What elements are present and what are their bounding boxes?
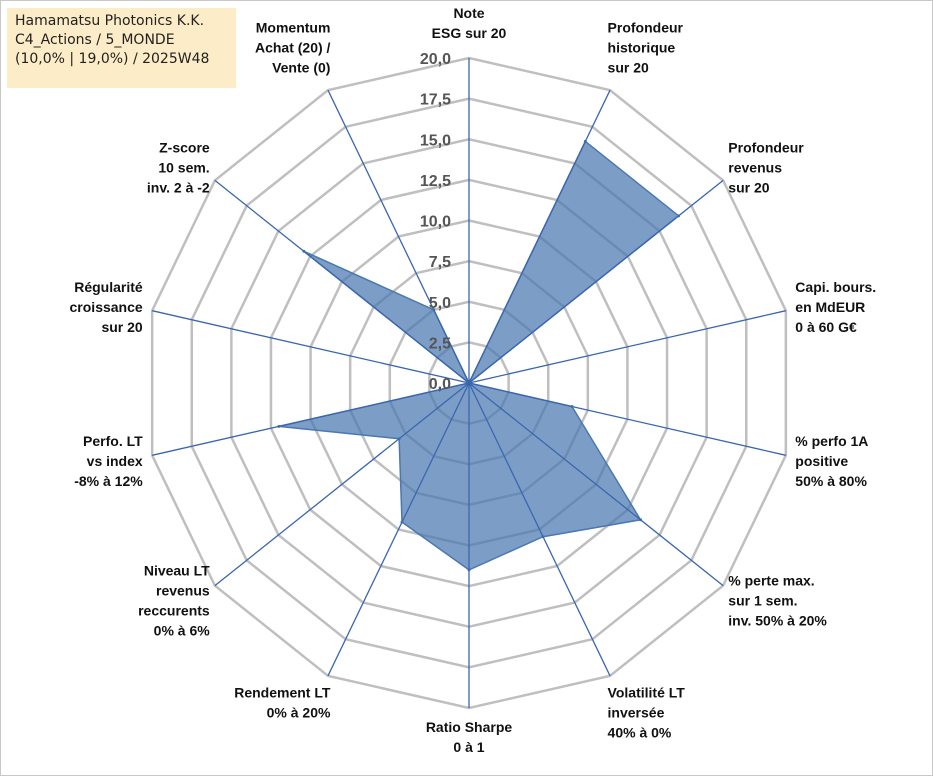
axis-label-line: Niveau LT <box>144 562 210 578</box>
axis-label-line: 0 à 1 <box>453 739 484 755</box>
axis-spoke-9 <box>214 382 470 587</box>
axis-spoke-10 <box>152 382 470 456</box>
tick-label-8: 20,0 <box>420 51 451 68</box>
axis-spoke-2 <box>468 179 724 384</box>
axis-label-line: Vente (0) <box>272 59 330 75</box>
tick-label-0: 0,0 <box>429 376 451 393</box>
axis-label-3: Capi. bours. en MdEUR 0 à 60 G€ <box>795 279 876 335</box>
axis-spoke-13 <box>327 89 470 384</box>
axis-label-line: Capi. bours. <box>795 279 876 295</box>
axis-label-13: Momentum Achat (20) / Vente (0) <box>255 19 331 75</box>
axis-label-layer: Note ESG sur 20 Profondeur historique sur 20… <box>70 5 877 755</box>
tick-label-2: 5,0 <box>429 295 451 312</box>
axis-spoke-5 <box>468 382 724 587</box>
axis-label-4: % perfo 1A positive 50% à 80% <box>795 433 868 489</box>
tick-label-7: 17,5 <box>420 92 451 109</box>
axis-label-line: % perte max. <box>728 572 814 588</box>
axis-label-11: Régularité croissance sur 20 <box>70 279 143 335</box>
axis-label-8: Rendement LT 0% à 20% <box>234 685 331 721</box>
axis-label-0: Note ESG sur 20 <box>432 5 507 41</box>
axis-label-line: reccurents <box>138 602 210 618</box>
axis-label-line: sur 1 sem. <box>728 592 797 608</box>
axis-label-line: inversée <box>608 705 665 721</box>
tick-label-4: 10,0 <box>420 214 451 231</box>
axis-label-line: 50% à 80% <box>795 473 867 489</box>
axis-label-line: Profondeur <box>728 140 804 156</box>
tick-label-6: 15,0 <box>420 132 451 149</box>
axis-label-line: Régularité <box>74 279 143 295</box>
axis-label-line: sur 20 <box>728 180 769 196</box>
title-line-period: (10,0% | 19,0%) / 2025W48 <box>15 51 210 67</box>
axis-label-line: sur 20 <box>608 59 649 75</box>
axis-label-line: Rendement LT <box>234 685 331 701</box>
axis-label-line: 10 sem. <box>158 160 209 176</box>
axis-label-10: Perfo. LT vs index -8% à 12% <box>74 433 143 489</box>
axis-label-1: Profondeur historique sur 20 <box>608 19 684 75</box>
axis-label-line: Achat (20) / <box>255 39 331 55</box>
axis-label-9: Niveau LT revenus reccurents 0% à 6% <box>138 562 210 638</box>
axis-spoke-4 <box>468 382 786 456</box>
axis-label-line: Note <box>453 5 484 21</box>
axis-label-line: revenus <box>728 160 782 176</box>
axis-spoke-11 <box>152 310 470 384</box>
chart-title-box: Hamamatsu Photonics K.K. C4_Actions / 5_… <box>7 8 236 88</box>
axis-label-5: % perte max. sur 1 sem. inv. 50% à 20% <box>728 572 827 628</box>
axis-label-line: Z-score <box>159 140 210 156</box>
tick-label-3: 7,5 <box>429 254 451 271</box>
axis-label-line: historique <box>608 39 676 55</box>
axis-label-line: Profondeur <box>608 19 684 35</box>
axis-label-line: 0% à 6% <box>154 622 211 638</box>
axis-spoke-3 <box>468 310 786 384</box>
title-line-company: Hamamatsu Photonics K.K. <box>15 13 205 29</box>
axis-label-line: croissance <box>70 299 143 315</box>
axis-label-line: inv. 2 à -2 <box>147 180 210 196</box>
axis-label-line: ESG sur 20 <box>432 25 507 41</box>
axis-label-line: % perfo 1A <box>795 433 868 449</box>
axis-label-line: inv. 50% à 20% <box>728 612 827 628</box>
axis-label-7: Ratio Sharpe 0 à 1 <box>426 719 513 755</box>
tick-label-5: 12,5 <box>420 173 451 190</box>
axis-spoke-12 <box>214 179 470 384</box>
axis-label-2: Profondeur revenus sur 20 <box>728 140 804 196</box>
axis-label-line: 0% à 20% <box>267 705 331 721</box>
axis-label-12: Z-score 10 sem. inv. 2 à -2 <box>147 140 210 196</box>
axis-label-line: Momentum <box>256 19 331 35</box>
axis-label-line: en MdEUR <box>795 299 865 315</box>
axis-label-line: Ratio Sharpe <box>426 719 513 735</box>
series-area <box>278 140 680 571</box>
tick-layer: 0,0 2,5 5,0 7,5 10,0 12,5 15,0 17,5 20,0 <box>420 51 451 393</box>
axis-label-line: Perfo. LT <box>83 433 143 449</box>
axis-label-line: positive <box>795 453 848 469</box>
axis-label-line: revenus <box>156 582 210 598</box>
axis-label-line: 40% à 0% <box>608 725 672 741</box>
axis-spoke-1 <box>468 89 611 384</box>
title-line-category: C4_Actions / 5_MONDE <box>15 32 175 48</box>
axis-label-line: Volatilité LT <box>608 685 686 701</box>
axis-label-6: Volatilité LT inversée 40% à 0% <box>608 685 686 741</box>
axis-label-line: vs index <box>87 453 143 469</box>
tick-label-1: 2,5 <box>429 335 451 352</box>
axis-label-line: 0 à 60 G€ <box>795 319 857 335</box>
axis-label-line: sur 20 <box>101 319 142 335</box>
axis-label-line: -8% à 12% <box>74 473 143 489</box>
axis-layer <box>152 58 786 708</box>
axis-spoke-6 <box>468 382 611 677</box>
axis-spoke-8 <box>327 382 470 677</box>
series-layer <box>277 139 681 572</box>
